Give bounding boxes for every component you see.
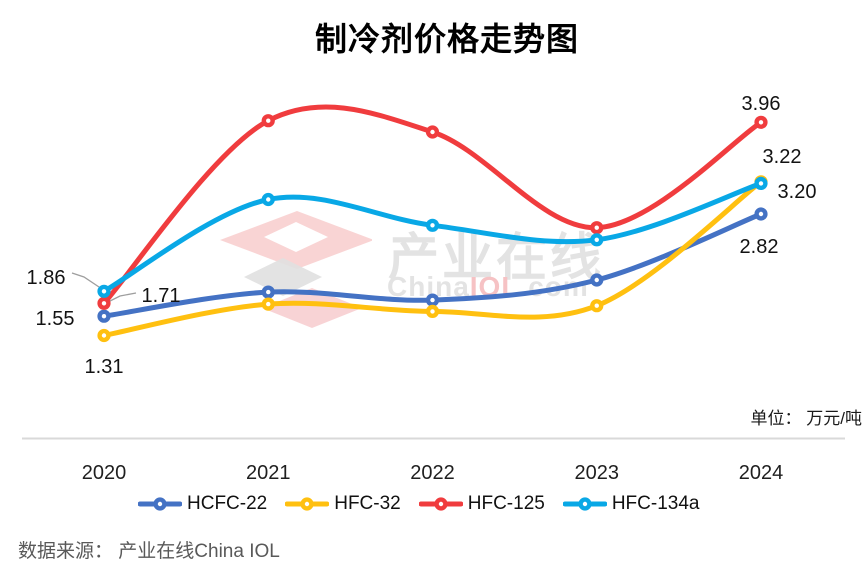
data-point-marker-hole bbox=[758, 181, 764, 186]
point-label: 1.71 bbox=[142, 285, 181, 307]
chart-title: 制冷剂价格走势图 bbox=[314, 21, 579, 57]
data-point-marker-hole bbox=[594, 303, 599, 308]
legend-marker-icon bbox=[138, 497, 182, 511]
x-tick-label: 2020 bbox=[82, 462, 127, 484]
legend: HCFC-22 HFC-32 HFC-125 HFC-134a bbox=[138, 493, 699, 515]
point-label: 3.22 bbox=[763, 146, 802, 168]
chinaiol-logo-icon bbox=[220, 211, 372, 328]
legend-label: HFC-125 bbox=[467, 493, 545, 514]
data-point-marker-hole bbox=[430, 129, 435, 135]
point-label: 3.20 bbox=[778, 181, 817, 203]
data-point-marker-hole bbox=[758, 120, 764, 125]
source-note: 数据来源： 产业在线China IOL bbox=[18, 541, 280, 562]
data-point-marker-hole bbox=[594, 277, 599, 283]
x-tick-label: 2022 bbox=[410, 462, 455, 484]
legend-item-hfc-32: HFC-32 bbox=[285, 493, 401, 515]
x-tick-label: 2021 bbox=[246, 462, 291, 484]
point-label: 1.55 bbox=[36, 308, 75, 330]
legend-label: HCFC-22 bbox=[187, 493, 268, 514]
data-point-marker-hole bbox=[101, 333, 107, 338]
data-point-marker-hole bbox=[266, 118, 271, 123]
data-point-marker-hole bbox=[266, 301, 271, 307]
watermark-cn-text: 产业在线 bbox=[388, 229, 605, 286]
legend-marker-icon bbox=[562, 497, 607, 511]
legend-label: HFC-32 bbox=[334, 493, 401, 514]
data-point-marker-hole bbox=[101, 301, 107, 306]
data-point-marker-hole bbox=[594, 225, 599, 230]
data-point-marker-hole bbox=[430, 223, 435, 228]
point-label: 1.31 bbox=[85, 356, 124, 378]
point-label: 2.82 bbox=[740, 236, 779, 258]
data-point-marker-hole bbox=[101, 314, 107, 319]
data-point-marker-hole bbox=[430, 297, 435, 303]
data-point-marker-hole bbox=[430, 309, 435, 314]
legend-item-hfc-125: HFC-125 bbox=[418, 493, 545, 515]
legend-marker-icon bbox=[285, 497, 330, 511]
unit-label: 单位： 万元/吨 bbox=[750, 409, 862, 428]
x-tick-label: 2024 bbox=[739, 462, 784, 484]
data-point-marker-hole bbox=[594, 237, 599, 242]
point-label: 1.86 bbox=[27, 267, 66, 289]
label-leader-line bbox=[71, 272, 100, 288]
data-point-marker-hole bbox=[266, 197, 271, 202]
data-point-marker-hole bbox=[758, 211, 764, 217]
x-tick-label: 2023 bbox=[575, 462, 620, 484]
label-leader-line bbox=[107, 292, 137, 303]
legend-item-hfc-134a: HFC-134a bbox=[562, 493, 700, 515]
data-point-marker-hole bbox=[101, 289, 107, 294]
legend-label: HFC-134a bbox=[611, 493, 700, 514]
legend-marker-icon bbox=[418, 497, 463, 511]
data-point-marker-hole bbox=[266, 289, 271, 295]
point-label: 3.96 bbox=[742, 93, 781, 115]
legend-item-hcfc-22: HCFC-22 bbox=[138, 493, 267, 515]
